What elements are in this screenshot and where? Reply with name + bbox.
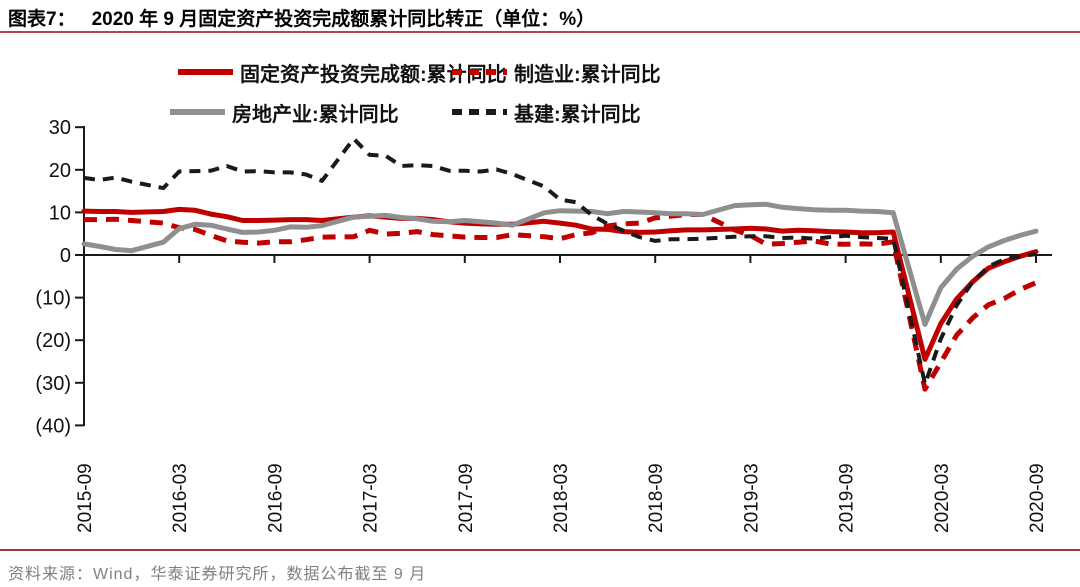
legend-label: 房地产业:累计同比 (232, 103, 399, 126)
chart-legend: 固定资产投资完成额:累计同比 制造业:累计同比房地产业:累计同比 基建:累计同比 (0, 60, 1080, 140)
legend-item-1: 制造业:累计同比 (452, 60, 661, 86)
title-divider-line (0, 31, 1080, 33)
x-tick-label: 2016-03 (170, 463, 191, 533)
x-tick-label: 2020-03 (932, 463, 953, 533)
y-tick-label: 20 (49, 160, 71, 182)
series-line-3 (83, 136, 1037, 387)
x-tick-label: 2018-09 (646, 463, 667, 533)
legend-item-3: 基建:累计同比 (452, 100, 641, 126)
y-tick-label: (40) (35, 415, 71, 437)
y-tick-label: 30 (49, 117, 71, 139)
footer-divider-line (0, 549, 1080, 551)
legend-solid-line-sample (170, 109, 225, 115)
figure-title: 2020 年 9 月固定资产投资完成额累计同比转正（单位：%） (91, 9, 596, 30)
x-tick-label: 2016-09 (265, 463, 286, 533)
figure-label: 图表7： (8, 9, 76, 30)
y-tick-label: (10) (35, 288, 71, 310)
series-line-0 (81, 206, 1039, 362)
figure-title-row: 图表7： 2020 年 9 月固定资产投资完成额累计同比转正（单位：%） (8, 4, 595, 31)
series-line-2 (81, 201, 1039, 327)
x-tick-label: 2019-09 (837, 463, 858, 533)
x-tick-label: 2015-09 (75, 463, 96, 533)
x-tick-label: 2019-03 (741, 463, 762, 533)
y-tick-label: 0 (60, 245, 71, 267)
legend-item-0: 固定资产投资完成额:累计同比 (178, 60, 507, 86)
legend-solid-line-sample (178, 69, 233, 75)
x-tick-label: 2017-09 (456, 463, 477, 533)
y-tick-label: 10 (49, 202, 71, 224)
legend-label: 基建:累计同比 (514, 103, 641, 126)
series-line-1 (84, 212, 1037, 392)
legend-label: 固定资产投资完成额:累计同比 (240, 63, 507, 86)
data-source-note: 资料来源：Wind，华泰证券研究所，数据公布截至 9 月 (8, 566, 427, 583)
y-tick-label: (20) (35, 330, 71, 352)
legend-label: 制造业:累计同比 (514, 63, 661, 86)
y-tick-label: (30) (35, 373, 71, 395)
chart-plot: 30 20 10 0 (10) (20) (30) (40) 2015-09 2016-03 201… (35, 117, 1052, 533)
x-tick-label: 2018-03 (551, 463, 572, 533)
x-tick-label: 2017-03 (361, 463, 382, 533)
legend-item-2: 房地产业:累计同比 (170, 100, 399, 126)
legend-dashed-line-sample (452, 109, 507, 115)
x-tick-label: 2020-09 (1027, 463, 1048, 533)
legend-dashed-line-sample (452, 69, 507, 75)
